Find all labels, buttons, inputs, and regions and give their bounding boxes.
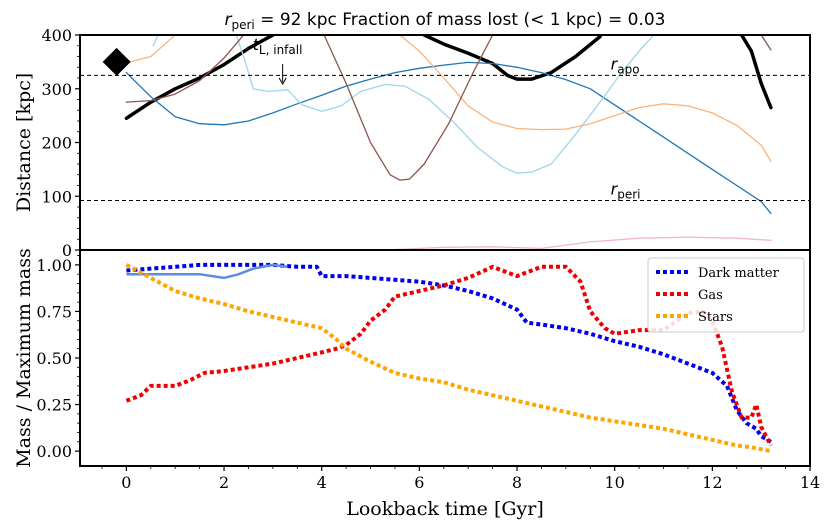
top-ytick-label: 100 <box>41 187 72 206</box>
brown-orbit-2-line <box>323 35 494 181</box>
bottom-plot-frame <box>79 249 811 467</box>
bottom-panel: 0.00 0.25 0.50 0.75 1.00 0 2 4 6 8 10 12 14 Mass / M… <box>13 248 820 520</box>
brown-orbit-3-line <box>760 35 772 51</box>
xtick-label: 12 <box>702 473 722 492</box>
t_L_infall-label: tL, infall <box>253 35 303 57</box>
title-rest: = 92 kpc Fraction of mass lost (< 1 kpc)… <box>255 10 666 30</box>
legend-label-stars: Stars <box>698 310 733 325</box>
stars-line <box>125 263 772 454</box>
bottom-ytick-label: 0.75 <box>36 302 72 321</box>
top-annotations: tL, infall <box>102 35 303 86</box>
xtick-label: 10 <box>605 473 625 492</box>
xtick-label: 0 <box>121 473 131 492</box>
top-y-axis-label: Distance [kpc] <box>13 73 35 212</box>
top-ytick-label: 300 <box>41 80 72 99</box>
bottom-ytick-label: 0.25 <box>36 396 72 415</box>
orange-orbit-line <box>125 35 176 64</box>
top-ytick-label: 400 <box>41 26 72 45</box>
xtick-label: 4 <box>317 473 327 492</box>
r_apo-label: rapo <box>611 54 640 76</box>
title-peri-sub: peri <box>232 18 255 32</box>
top-reference-lines: rapo rperi <box>80 54 810 202</box>
xtick-label: 6 <box>414 473 424 492</box>
host-orbit-thick-line <box>124 35 275 121</box>
legend-label-dark-matter: Dark matter <box>698 266 780 281</box>
bottom-ytick-label: 0.00 <box>36 442 72 461</box>
diamond-marker <box>102 47 131 76</box>
r_peri-label: rperi <box>611 180 641 202</box>
lightblue-orbit-line <box>152 35 159 47</box>
legend: Dark matter Gas Stars <box>647 257 805 333</box>
top-panel: rapo rperi tL, infall 0 100 200 300 400 Dista… <box>13 26 811 260</box>
bottom-ticks: 0.00 0.25 0.50 0.75 1.00 0 2 4 6 8 10 12 14 <box>36 255 820 492</box>
x-axis-label: Lookback time [Gyr] <box>346 498 544 520</box>
brown-orbit-line <box>125 35 245 103</box>
dark-matter-line <box>126 262 772 444</box>
host-orbit-thick-3-line <box>739 35 773 110</box>
blue-orbit-line <box>125 61 772 215</box>
t_L_infall-arrow-head <box>278 77 287 86</box>
top-ytick-label: 0 <box>62 241 72 260</box>
bottom-ytick-label: 1.00 <box>36 256 72 275</box>
title-r: r <box>225 10 233 30</box>
top-plot-frame <box>79 34 811 251</box>
bottom-y-axis-label: Mass / Maximum mass <box>13 248 35 468</box>
legend-label-gas: Gas <box>698 288 723 303</box>
gas-line <box>125 264 773 447</box>
host-orbit-thick-2-line <box>422 35 602 81</box>
legend-box <box>647 257 805 333</box>
dark-matter-solid-line <box>126 263 288 280</box>
xtick-label: 14 <box>800 473 820 492</box>
top-series-group <box>124 35 773 250</box>
orange-orbit-2-line <box>399 35 772 162</box>
bottom-series-group <box>125 262 773 454</box>
top-ytick-label: 200 <box>41 134 72 153</box>
bottom-ytick-label: 0.50 <box>36 349 72 368</box>
xtick-label: 2 <box>219 473 229 492</box>
xtick-label: 8 <box>512 473 522 492</box>
lightblue-orbit-2-line <box>235 35 655 174</box>
chart-title: rperi = 92 kpc Fraction of mass lost (< … <box>225 10 666 32</box>
pink-orbit-line <box>394 236 772 250</box>
top-y-ticks: 0 100 200 300 400 <box>41 26 80 260</box>
